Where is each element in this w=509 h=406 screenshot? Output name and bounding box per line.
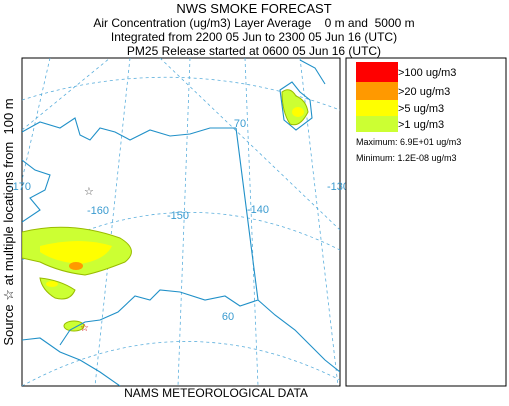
map: ☆ ☆ -170 -160 -150 -140 -130 70 60: [9, 57, 349, 387]
legend-swatch: [356, 62, 398, 82]
subtitle: PM25 Release started at 0600 05 Jun 16 (…: [127, 44, 381, 58]
source-star: ☆: [80, 323, 89, 334]
coastline: [299, 59, 326, 85]
coastline: [279, 81, 313, 131]
legend-swatch: [356, 82, 398, 100]
grid-label: -140: [247, 204, 269, 216]
smoke-plume: [46, 281, 58, 287]
source-star: ☆: [84, 186, 94, 198]
grid-label: -150: [167, 210, 189, 222]
coastline: [59, 127, 259, 346]
smoke-plume: [69, 262, 83, 270]
side-label: Source ☆ at multiple locations from 100 …: [1, 98, 16, 345]
footer: NAMS METEOROLOGICAL DATA: [124, 386, 308, 400]
grid-line: [94, 58, 131, 386]
legend-label: >20 ug/m3: [398, 86, 450, 98]
legend-swatch: [356, 116, 398, 132]
grid-label: -160: [87, 205, 109, 217]
coastline: [22, 159, 51, 223]
grid-label: -130: [327, 181, 349, 193]
coastline: [257, 299, 340, 373]
smoke-plume: [63, 320, 85, 332]
coastline: [22, 117, 236, 141]
legend-label: >1 ug/m3: [398, 119, 444, 131]
grid-line: [22, 76, 340, 111]
grid-label: 60: [222, 311, 234, 323]
legend-label: >100 ug/m3: [398, 67, 456, 79]
grid-label: 70: [234, 118, 246, 130]
grid-line: [177, 58, 191, 386]
grid-line: [22, 58, 111, 131]
smoke-plume: [40, 241, 112, 264]
legend-swatch: [356, 100, 398, 116]
legend-max: Maximum: 6.9E+01 ug/m3: [356, 137, 461, 147]
title: NWS SMOKE FORECAST: [176, 1, 331, 16]
smoke-plume: [292, 107, 304, 117]
grid-line: [244, 58, 259, 386]
coastline: [22, 337, 121, 386]
legend-label: >5 ug/m3: [398, 103, 444, 115]
subtitle: Integrated from 2200 05 Jun to 2300 05 J…: [111, 30, 397, 44]
legend-min: Minimum: 1.2E-08 ug/m3: [356, 153, 457, 163]
grid-line: [22, 58, 51, 181]
grid-label: -170: [9, 181, 31, 193]
subtitle: Air Concentration (ug/m3) Layer Average …: [93, 16, 414, 30]
legend: >100 ug/m3 >20 ug/m3 >5 ug/m3 >1 ug/m3 Maxi…: [345, 57, 507, 387]
